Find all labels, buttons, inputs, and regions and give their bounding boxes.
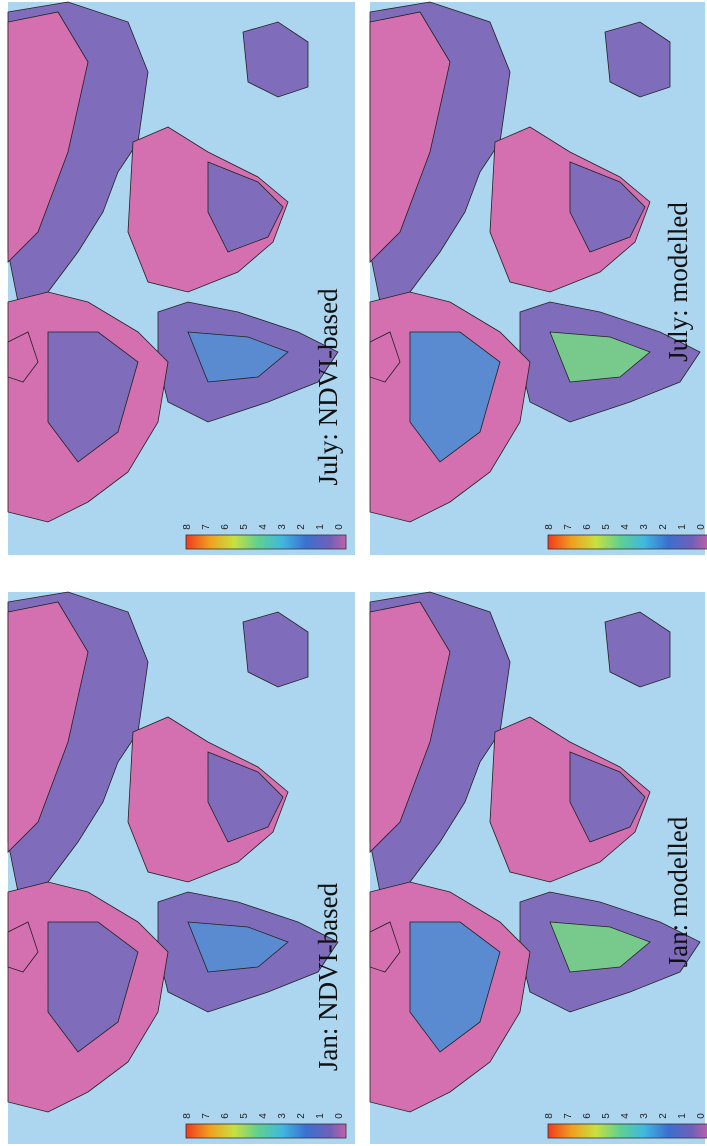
colorbar-tick-label: 7 (201, 524, 212, 530)
colorbar-tick-label: 8 (544, 1113, 555, 1119)
map-panel: 8 7 6 5 4 3 2 1 0 July: NDVI-based (8, 2, 355, 555)
figure: 8 7 6 5 4 3 2 1 0 July: NDVI-based 8 7 6 5 4 3 2 1 0 Jan: N… (0, 0, 707, 1146)
colorbar-tick-label: 1 (315, 524, 326, 530)
colorbar-tick-label: 6 (220, 1113, 231, 1119)
panel-title: Jan: modelled (663, 816, 693, 967)
panel-title: Jan: NDVI-based (313, 882, 343, 1071)
colorbar-tick-label: 3 (639, 1113, 650, 1119)
colorbar-tick-label: 7 (201, 1113, 212, 1119)
colorbar-tick-label: 5 (601, 524, 612, 530)
colorbar-tick-label: 5 (601, 1113, 612, 1119)
colorbar-tick-label: 3 (277, 524, 288, 530)
map-panel: 8 7 6 5 4 3 2 1 0 Jan: modelled (370, 592, 707, 1144)
panel-title: July: modelled (663, 202, 693, 362)
colorbar-tick-label: 3 (277, 1113, 288, 1119)
colorbar-tick-label: 2 (296, 1113, 307, 1119)
colorbar-tick-label: 0 (334, 1113, 345, 1119)
colorbar (548, 1124, 707, 1138)
panel-title: July: NDVI-based (313, 288, 343, 486)
colorbar-tick-label: 2 (658, 1113, 669, 1119)
colorbar-tick-label: 8 (182, 1113, 193, 1119)
colorbar-tick-label: 6 (582, 524, 593, 530)
colorbar-tick-label: 5 (239, 1113, 250, 1119)
colorbar (186, 1124, 346, 1138)
colorbar-tick-label: 3 (639, 524, 650, 530)
colorbar-tick-label: 4 (620, 1113, 631, 1119)
colorbar-tick-label: 0 (334, 524, 345, 530)
colorbar-tick-label: 8 (544, 524, 555, 530)
colorbar-tick-label: 0 (696, 1113, 707, 1119)
colorbar-tick-label: 7 (563, 1113, 574, 1119)
colorbar-tick-label: 2 (296, 524, 307, 530)
colorbar-tick-label: 5 (239, 524, 250, 530)
colorbar-tick-label: 4 (620, 524, 631, 530)
colorbar-tick-label: 1 (315, 1113, 326, 1119)
colorbar-tick-label: 6 (582, 1113, 593, 1119)
colorbar-tick-label: 8 (182, 524, 193, 530)
colorbar-tick-label: 4 (258, 1113, 269, 1119)
colorbar-tick-label: 7 (563, 524, 574, 530)
colorbar (548, 535, 707, 549)
colorbar-tick-label: 4 (258, 524, 269, 530)
colorbar-tick-label: 2 (658, 524, 669, 530)
colorbar-tick-label: 0 (696, 524, 707, 530)
map-panel: 8 7 6 5 4 3 2 1 0 Jan: NDVI-based (8, 592, 355, 1144)
map-panel: 8 7 6 5 4 3 2 1 0 July: modelled (370, 2, 707, 555)
colorbar-tick-label: 1 (677, 524, 688, 530)
colorbar-tick-label: 6 (220, 524, 231, 530)
colorbar-tick-label: 1 (677, 1113, 688, 1119)
colorbar (186, 535, 346, 549)
